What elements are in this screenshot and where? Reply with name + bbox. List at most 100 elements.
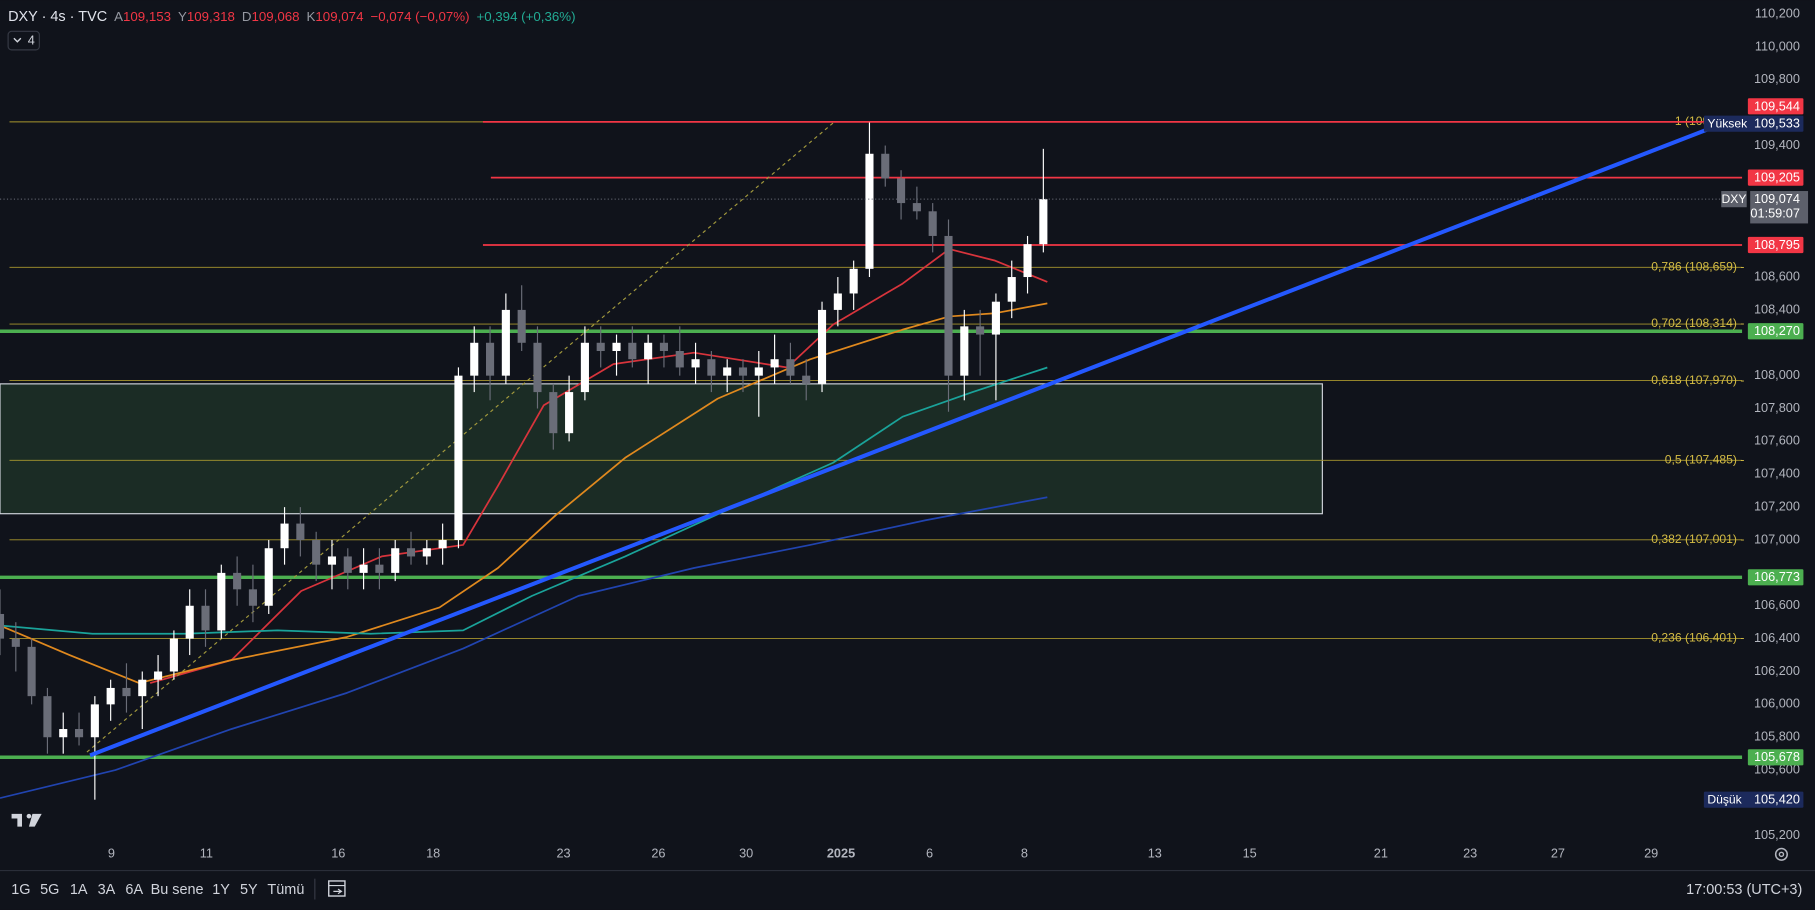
clock: 17:00:53 (UTC+3) (1686, 882, 1802, 898)
x-tick-label: 30 (739, 846, 753, 861)
quote-value: 109,153 (123, 8, 171, 23)
candle-body (802, 375, 811, 384)
x-tick-label: 2025 (827, 846, 855, 861)
candle-body (675, 350, 684, 368)
x-tick-label: 15 (1243, 846, 1257, 861)
candle-body (580, 342, 589, 393)
range-button[interactable]: 3A (98, 882, 116, 898)
moving-average (0, 496, 1048, 799)
candle-body (11, 638, 20, 647)
candle-body (501, 309, 510, 376)
candle-body (897, 178, 906, 204)
x-tick-label: 23 (1463, 846, 1477, 861)
y-tick-label: 110,000 (1755, 38, 1800, 53)
candle-body (849, 268, 858, 294)
x-tick-label: 21 (1374, 846, 1388, 861)
candle-body (723, 367, 732, 376)
x-tick-label: 29 (1644, 846, 1658, 861)
candle-body (991, 301, 1000, 335)
candle-body (312, 540, 321, 565)
candle-body (90, 704, 99, 738)
range-button[interactable]: 5Y (240, 882, 258, 898)
candle-body (770, 359, 779, 368)
candle-body (106, 687, 115, 705)
range-button[interactable]: 1A (70, 882, 88, 898)
candle-body (217, 572, 226, 631)
candle-body (960, 326, 969, 376)
x-tick-label: 9 (108, 846, 115, 861)
range-button[interactable]: 1G (11, 882, 30, 898)
y-tick-label: 107,200 (1754, 498, 1800, 513)
y-tick-label: 107,600 (1754, 433, 1800, 448)
gear-ring (1774, 847, 1788, 861)
quote-value: −0,074 (−0,07%) (370, 8, 469, 23)
moving-average (0, 302, 1048, 684)
candle-body (43, 696, 52, 738)
candle-body (0, 613, 5, 639)
candle-body (549, 392, 558, 434)
candle-body (454, 375, 463, 541)
candle-body (169, 638, 178, 672)
logo-part (11, 813, 27, 827)
y-tick-label: 107,000 (1754, 531, 1800, 546)
candle-body (833, 293, 842, 310)
range-button[interactable]: 1Y (212, 882, 230, 898)
candle-body (565, 392, 574, 434)
calendar-icon[interactable] (328, 880, 346, 897)
range-button[interactable]: 5G (40, 882, 59, 898)
y-tick-label: 106,200 (1754, 663, 1800, 678)
candle-body (865, 153, 874, 269)
candle-body (74, 729, 84, 738)
candle-body (912, 203, 921, 212)
price-tag (1747, 236, 1804, 254)
y-tick-label: 108,000 (1754, 367, 1800, 382)
chevron-icon (13, 37, 22, 43)
moving-average (149, 248, 1048, 684)
price-tag-label: 109,544 (1754, 98, 1800, 113)
x-tick-label: 11 (200, 846, 213, 861)
candle-body (264, 548, 273, 606)
price-tag-label: 108,270 (1754, 323, 1800, 338)
candle-body (391, 548, 400, 573)
price-tag-label: 109,205 (1754, 170, 1800, 185)
candle-body (438, 540, 447, 549)
y-tick-label: 105,800 (1754, 729, 1800, 744)
candle-body (280, 523, 289, 549)
tag-name: DXY (1721, 192, 1746, 206)
settings-icon[interactable] (1774, 847, 1788, 861)
header: DXY · 4s · TVC A109,153 Y109,318 D109,068 K1… (8, 8, 575, 24)
range-button[interactable]: Tümü (267, 882, 304, 898)
x-tick-label: 8 (1021, 846, 1028, 861)
range-button[interactable]: Bu sene (151, 882, 204, 898)
candle-body (470, 342, 479, 376)
price-tag-label: 109,074 (1754, 191, 1800, 206)
symbol-title: DXY · 4s · TVC (8, 9, 107, 25)
candle-body (359, 564, 368, 573)
candle-body (1007, 277, 1016, 302)
x-tick-label: 16 (331, 846, 345, 861)
indicator-badge[interactable] (7, 30, 40, 51)
x-tick-label: 6 (926, 846, 933, 861)
fib-label: 0,236 (106,401) - (1651, 631, 1744, 645)
candle-body (406, 548, 416, 557)
y-tick-label: 106,600 (1754, 597, 1800, 612)
candle-body (944, 235, 953, 376)
price-tag (1747, 323, 1804, 340)
calendar-frame (328, 880, 346, 897)
candle-body (928, 211, 937, 236)
quote-key: D (242, 8, 252, 23)
range-button[interactable]: 6A (125, 882, 143, 898)
y-tick-label: 106,400 (1754, 630, 1800, 645)
x-tick-label: 23 (556, 846, 570, 861)
candle-body (659, 342, 669, 351)
candle-body (327, 556, 337, 565)
price-tag (1747, 569, 1804, 586)
y-tick-label: 105,200 (1754, 827, 1800, 842)
candle-body (122, 687, 131, 697)
price-tag (1703, 791, 1804, 808)
candle-body (628, 342, 637, 360)
candle-body (343, 556, 352, 573)
candle-body (786, 359, 795, 376)
